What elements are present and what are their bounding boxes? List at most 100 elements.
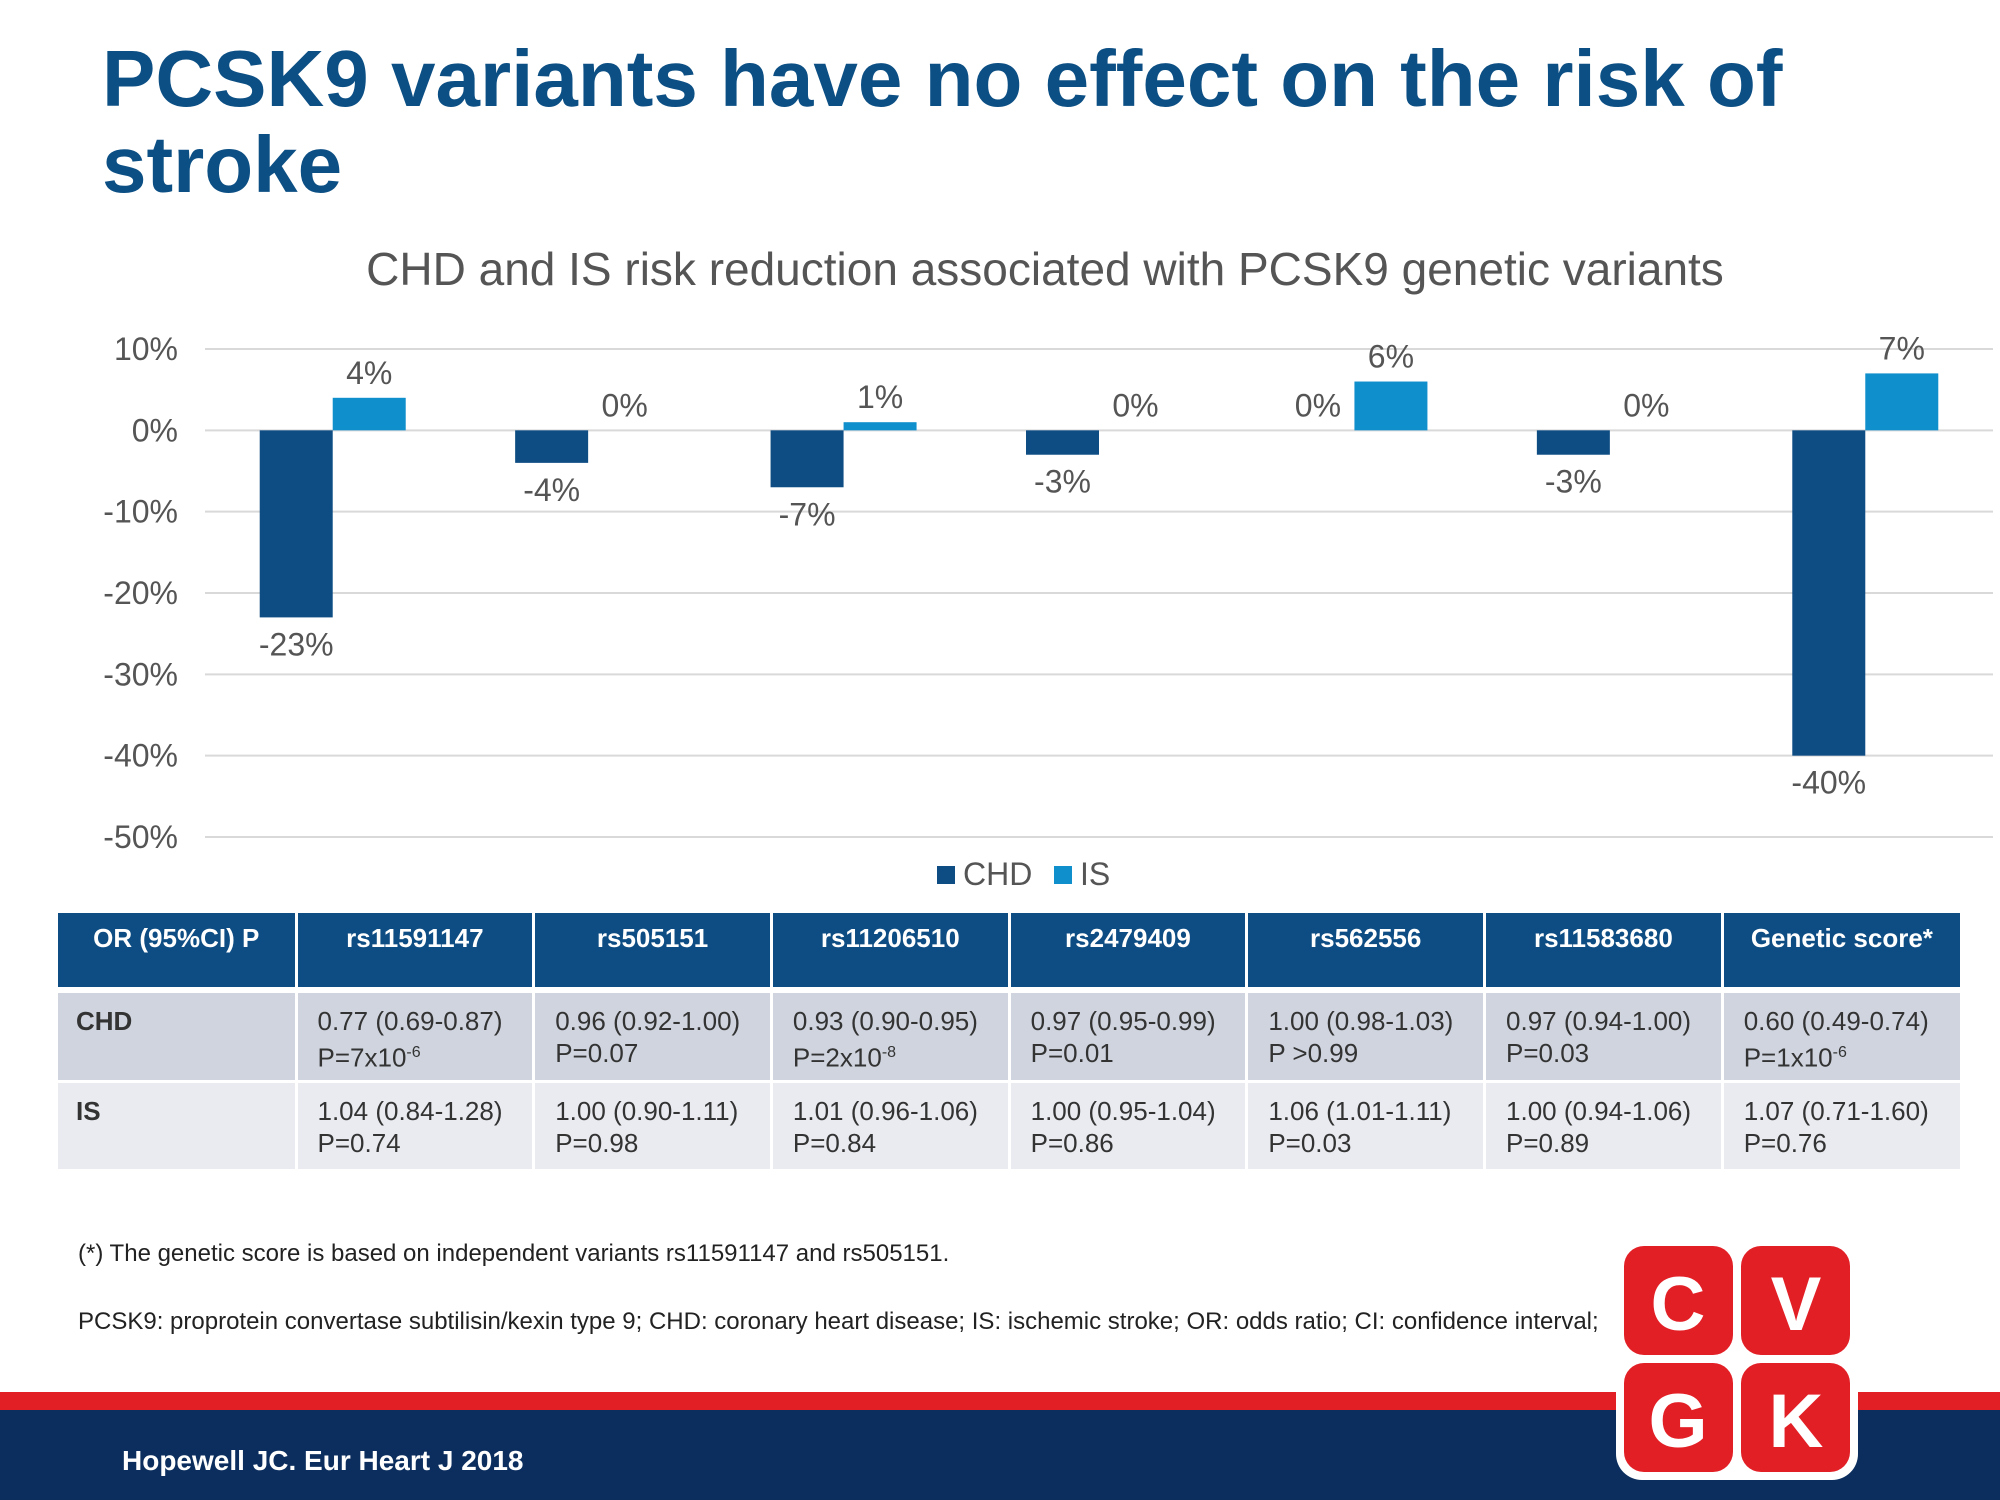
data-label-chd: -4% [523, 472, 580, 508]
row-label: CHD [58, 986, 298, 1082]
p-value-wrap: P=0.89 [1506, 1127, 1713, 1159]
data-label-is: 1% [857, 379, 903, 415]
odds-ratio-value: 0.97 (0.95-0.99) [1030, 1006, 1216, 1036]
p-value-exponent: -6 [406, 1044, 421, 1061]
p-value: P=0.98 [555, 1127, 639, 1158]
legend-label-chd: CHD [963, 856, 1032, 892]
p-value: P=0.86 [1030, 1127, 1114, 1158]
citation: Hopewell JC. Eur Heart J 2018 [122, 1445, 524, 1476]
odds-ratio-value: 1.06 (1.01-1.11) [1268, 1095, 1452, 1126]
y-tick-label: -30% [103, 656, 178, 692]
row-label: IS [58, 1079, 298, 1170]
table-cell: 0.60 (0.49-0.74) P=1x10-6 [1722, 986, 1960, 1082]
table-header-col: rs11583680 [1484, 913, 1724, 990]
data-label-is: 4% [346, 355, 392, 391]
data-label-is: 0% [1623, 387, 1669, 423]
p-value-wrap: P=2x10-8 [793, 1037, 1000, 1074]
bar-is [1354, 381, 1428, 431]
bar-chd [515, 430, 589, 463]
odds-ratio-value: 0.77 (0.69-0.87) [317, 1006, 503, 1036]
data-label-is: 7% [1879, 330, 1925, 366]
legend: CHD IS [937, 856, 1110, 892]
data-label-is: 0% [1112, 387, 1158, 423]
table-cell: 0.97 (0.94-1.00) P=0.03 [1484, 986, 1724, 1082]
odds-ratio-value: 1.04 (0.84-1.28) [317, 1095, 503, 1126]
odds-ratio-value: 0.93 (0.90-0.95) [792, 1006, 978, 1036]
p-value: P=1x10 [1743, 1042, 1833, 1073]
table-header-label: OR (95%CI) P [58, 913, 298, 990]
table-cell: 0.77 (0.69-0.87) P=7x10-6 [296, 986, 536, 1082]
bar-chd [259, 430, 333, 618]
bar-chd [770, 430, 844, 488]
p-value-wrap: P=0.86 [1031, 1127, 1238, 1159]
p-value-wrap: P=0.76 [1744, 1127, 1952, 1159]
odds-ratio-value: 1.00 (0.90-1.11) [555, 1095, 739, 1126]
abbreviations-footnote: PCSK9: proprotein convertase subtilisin/… [78, 1308, 1599, 1335]
table-header-col: rs11591147 [296, 913, 536, 990]
table-header-col: rs11206510 [771, 913, 1011, 990]
odds-ratio-value: 1.01 (0.96-1.06) [792, 1095, 978, 1126]
data-label-chd: -3% [1034, 464, 1091, 500]
odds-ratio-value: 1.00 (0.94-1.06) [1506, 1095, 1692, 1126]
odds-ratio-value: 1.00 (0.95-1.04) [1030, 1095, 1216, 1126]
p-value-exponent: -8 [881, 1044, 897, 1061]
table-cell: 1.00 (0.94-1.06) P=0.89 [1484, 1079, 1724, 1170]
legend-swatch-chd [937, 866, 955, 884]
gridlines [205, 348, 1993, 838]
logo-letter-k: K [1769, 1379, 1824, 1464]
odds-ratio-value: 0.60 (0.49-0.74) [1743, 1006, 1929, 1036]
table-cell: 1.01 (0.96-1.06) P=0.84 [771, 1079, 1011, 1170]
table-header-col: rs2479409 [1009, 913, 1249, 990]
y-tick-label: -50% [103, 819, 178, 855]
logo-letter-g: G [1648, 1379, 1707, 1464]
y-tick-label: 0% [132, 412, 178, 448]
slide-title: PCSK9 variants have no effect on the ris… [102, 34, 1783, 209]
odds-ratio-value: 0.96 (0.92-1.00) [555, 1006, 741, 1036]
y-axis: 10% 0% -10% -20% -30% -40% -50% [103, 331, 178, 855]
p-value: P=0.76 [1743, 1127, 1827, 1158]
table-cell: 1.04 (0.84-1.28) P=0.74 [296, 1079, 536, 1170]
table-cell: 0.96 (0.92-1.00) P=0.07 [533, 986, 773, 1082]
bars [259, 373, 1939, 756]
data-label-chd: -7% [779, 496, 836, 532]
p-value: P=2x10 [792, 1042, 882, 1073]
p-value: P=0.74 [317, 1127, 401, 1158]
odds-ratio-value: 1.00 (0.98-1.03) [1268, 1006, 1454, 1036]
p-value: P=0.84 [792, 1127, 877, 1158]
table-cell: 1.00 (0.95-1.04) P=0.86 [1009, 1079, 1249, 1170]
table-header-col: rs505151 [533, 913, 773, 990]
data-label-chd: -23% [259, 626, 334, 662]
p-value-wrap: P >0.99 [1268, 1037, 1475, 1069]
table-cell: 1.07 (0.71-1.60) P=0.76 [1722, 1079, 1960, 1170]
p-value-wrap: P=1x10-6 [1744, 1037, 1952, 1074]
bar-is [1865, 373, 1939, 431]
bar-chd [1792, 430, 1866, 756]
p-value-wrap: P=0.07 [555, 1037, 762, 1069]
p-value-wrap: P=0.01 [1031, 1037, 1238, 1069]
logo-letter-v: V [1771, 1262, 1822, 1347]
table-row-is: IS 1.04 (0.84-1.28) P=0.74 1.00 (0.90-1.11)… [58, 1079, 1960, 1170]
data-label-chd: -40% [1791, 765, 1866, 801]
odds-ratio-value: 0.97 (0.94-1.00) [1506, 1006, 1692, 1036]
legend-swatch-is [1054, 866, 1072, 884]
data-label-is: 6% [1368, 339, 1414, 375]
bar-chd [1026, 430, 1099, 455]
odds-ratio-value: 1.07 (0.71-1.60) [1743, 1095, 1929, 1126]
p-value-wrap: P=7x10-6 [318, 1037, 525, 1074]
bar-chart: CHD and IS risk reduction associated wit… [103, 243, 1993, 892]
p-value: P=0.89 [1506, 1127, 1590, 1158]
p-value: P=0.01 [1030, 1038, 1114, 1068]
table-cell: 0.93 (0.90-0.95) P=2x10-8 [771, 986, 1011, 1082]
logo-letter-c: C [1651, 1262, 1706, 1347]
table-cell: 1.00 (0.98-1.03) P >0.99 [1246, 986, 1487, 1082]
odds-ratio-table: OR (95%CI) P rs11591147 rs505151 rs11206… [58, 913, 1960, 1170]
cvgk-logo: C V G K [1616, 1238, 1858, 1480]
table-header-col: rs562556 [1246, 913, 1487, 990]
p-value-wrap: P=0.84 [793, 1127, 1000, 1159]
y-tick-label: -40% [103, 738, 178, 774]
chart-title: CHD and IS risk reduction associated wit… [366, 243, 1724, 295]
data-labels: -23% 4% -4% 0% -7% 1% -3% 0% 0% 6% -3% 0% -40% 7% [259, 330, 1925, 800]
genetic-score-footnote: (*) The genetic score is based on indepe… [78, 1240, 950, 1267]
p-value: P=0.07 [555, 1038, 639, 1068]
p-value: P=0.03 [1506, 1038, 1590, 1068]
